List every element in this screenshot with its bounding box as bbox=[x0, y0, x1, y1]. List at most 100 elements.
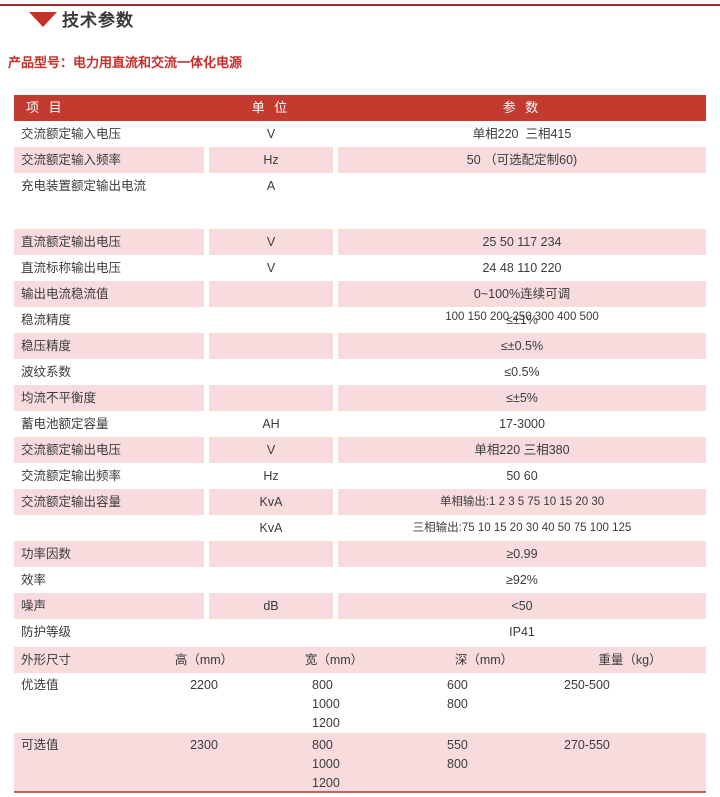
item-cell: 蓄电池额定容量 bbox=[21, 417, 109, 431]
dimensions-row-preferred: 优选值 2200 800 1000 1200 600 800 250-500 bbox=[14, 673, 706, 731]
width-values: 800 1000 1200 bbox=[254, 673, 414, 731]
unit-cell bbox=[209, 385, 333, 411]
unit-cell bbox=[209, 333, 333, 359]
width-value: 800 bbox=[312, 738, 333, 752]
unit-cell: V bbox=[266, 261, 276, 275]
value-cell: 单相220 三相380 bbox=[338, 437, 706, 463]
table-row: 输出电流稳流值 0~100%连续可调 bbox=[14, 281, 706, 307]
dimensions-row-optional: 可选值 2300 800 1000 1200 550 800 270-550 bbox=[14, 733, 706, 791]
dim-header-label: 外形尺寸 bbox=[21, 653, 72, 667]
value-cell: 单相220 三相415 bbox=[472, 127, 572, 141]
table-row: 波纹系数 ≤0.5% bbox=[14, 359, 706, 385]
unit-cell bbox=[209, 281, 333, 307]
dim-header-depth: 深（mm） bbox=[454, 653, 514, 667]
item-cell: 噪声 bbox=[14, 593, 204, 619]
unit-cell: Hz bbox=[263, 469, 279, 483]
value-cell: ≥0.99 bbox=[338, 541, 706, 567]
column-header-unit: 单 位 bbox=[251, 100, 291, 115]
value-cell: ≤0.5% bbox=[504, 365, 540, 379]
unit-cell: V bbox=[209, 437, 333, 463]
table-row: 效率 ≥92% bbox=[14, 567, 706, 593]
value-cell: 50 60 bbox=[506, 469, 538, 483]
unit-cell: KvA bbox=[259, 521, 283, 535]
dim-row-label: 可选值 bbox=[21, 738, 59, 752]
unit-cell: AH bbox=[262, 417, 280, 431]
dim-header-width: 宽（mm） bbox=[304, 653, 364, 667]
width-value: 1200 bbox=[312, 716, 340, 730]
table-row: 功率因数 ≥0.99 bbox=[14, 541, 706, 567]
width-value: 1000 bbox=[312, 697, 340, 711]
unit-cell: dB bbox=[209, 593, 333, 619]
item-cell: 交流额定输出频率 bbox=[21, 469, 122, 483]
item-cell: 交流额定输入电压 bbox=[21, 127, 122, 141]
top-divider bbox=[0, 4, 720, 6]
value-cell: IP41 bbox=[509, 625, 535, 639]
value-cell: 17-3000 bbox=[499, 417, 545, 431]
depth-values: 550 800 bbox=[414, 733, 554, 791]
value-cell: <50 bbox=[338, 593, 706, 619]
unit-cell bbox=[209, 567, 333, 593]
dim-row-label: 优选值 bbox=[21, 678, 59, 692]
unit-cell: V bbox=[209, 229, 333, 255]
height-value: 2200 bbox=[190, 678, 218, 692]
item-cell: 输出电流稳流值 bbox=[14, 281, 204, 307]
column-header-param: 参 数 bbox=[502, 100, 542, 115]
item-cell: 稳流精度 bbox=[21, 313, 72, 327]
depth-value: 600 bbox=[447, 678, 468, 692]
unit-cell: KvA bbox=[209, 489, 333, 515]
item-cell: 均流不平衡度 bbox=[14, 385, 204, 411]
width-value: 1000 bbox=[312, 757, 340, 771]
unit-cell bbox=[209, 359, 333, 385]
item-cell: 功率因数 bbox=[14, 541, 204, 567]
item-cell: 交流额定输出电压 bbox=[14, 437, 204, 463]
item-cell: 稳压精度 bbox=[14, 333, 204, 359]
unit-cell: V bbox=[266, 127, 276, 141]
section-header: 技术参数 bbox=[0, 8, 720, 34]
triangle-marker-icon bbox=[29, 12, 57, 27]
value-cell: ≤±1% bbox=[506, 313, 538, 327]
value-cell: ≤±5% bbox=[338, 385, 706, 411]
bottom-divider bbox=[14, 791, 706, 793]
item-cell: 直流额定输出电压 bbox=[14, 229, 204, 255]
width-value: 1200 bbox=[312, 776, 340, 790]
unit-cell bbox=[209, 307, 333, 333]
value-cell: 24 48 110 220 bbox=[482, 261, 562, 275]
item-cell: 交流额定输出容量 bbox=[14, 489, 204, 515]
table-row: 交流额定输出电压 V 单相220 三相380 bbox=[14, 437, 706, 463]
unit-cell: Hz bbox=[209, 147, 333, 173]
table-row: 稳流精度 ≤±1% bbox=[14, 307, 706, 333]
table-row: 直流标称输出电压 V 24 48 110 220 bbox=[14, 255, 706, 281]
dimensions-table: 外形尺寸 高（mm） 宽（mm） 深（mm） 重量（kg） 优选值 2200 8… bbox=[14, 647, 706, 791]
table-row: 蓄电池额定容量 AH 17-3000 bbox=[14, 411, 706, 437]
value-line-2: 100 150 200 250 300 400 500 bbox=[445, 311, 599, 323]
table-row: 噪声 dB <50 bbox=[14, 593, 706, 619]
table-row: 充电装置额定输出电流 A 5 10 15 20 30 40 50 60 80 1… bbox=[14, 173, 706, 323]
item-cell: 波纹系数 bbox=[21, 365, 72, 379]
item-cell: 交流额定输入频率 bbox=[14, 147, 204, 173]
table-row: 稳压精度 ≤±0.5% bbox=[14, 333, 706, 359]
table-row: 交流额定输出频率 Hz 50 60 bbox=[14, 463, 706, 489]
spec-table: 项 目 单 位 参 数 交流额定输入电压 V 单相220 三相415 交流额定输… bbox=[14, 95, 706, 645]
item-cell: 防护等级 bbox=[21, 625, 72, 639]
value-cell: ≥92% bbox=[506, 573, 538, 587]
table-row: 均流不平衡度 ≤±5% bbox=[14, 385, 706, 411]
value-cell: 单相输出:1 2 3 5 75 10 15 20 30 bbox=[338, 489, 706, 515]
item-cell: 充电装置额定输出电流 bbox=[21, 179, 147, 193]
weight-value: 250-500 bbox=[564, 678, 610, 692]
depth-values: 600 800 bbox=[414, 673, 554, 731]
width-values: 800 1000 1200 bbox=[254, 733, 414, 791]
spec-table-header-row: 项 目 单 位 参 数 bbox=[14, 95, 706, 121]
value-cell: ≤±0.5% bbox=[338, 333, 706, 359]
depth-value: 550 bbox=[447, 738, 468, 752]
height-value: 2300 bbox=[190, 738, 218, 752]
depth-value: 800 bbox=[447, 697, 468, 711]
dim-header-height: 高（mm） bbox=[174, 653, 234, 667]
unit-cell: A bbox=[266, 179, 276, 193]
product-model-label: 产品型号：电力用直流和交流一体化电源 bbox=[8, 55, 243, 70]
table-row: 交流额定输入频率 Hz 50 （可选配定制60) bbox=[14, 147, 706, 173]
item-cell bbox=[14, 515, 204, 541]
column-header-item: 项 目 bbox=[26, 100, 65, 115]
page-title: 技术参数 bbox=[62, 11, 134, 30]
unit-cell bbox=[209, 619, 333, 645]
weight-value: 270-550 bbox=[564, 738, 610, 752]
